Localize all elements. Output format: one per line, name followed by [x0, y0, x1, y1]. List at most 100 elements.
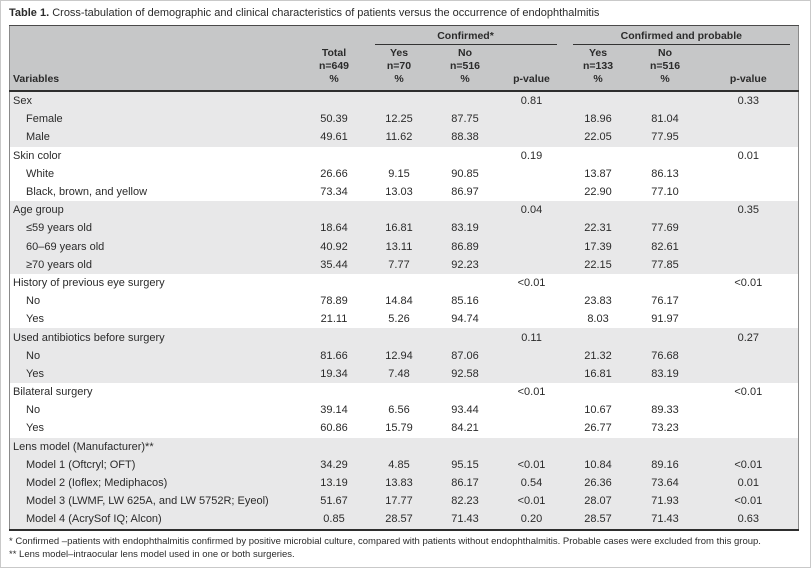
row-label: History of previous eye surgery — [13, 276, 165, 289]
cell: 90.85 — [451, 167, 479, 180]
cell: 13.11 — [366, 237, 432, 256]
cell — [698, 437, 799, 456]
cell: 86.89 — [431, 237, 499, 256]
cell: 89.16 — [631, 455, 699, 474]
table-row: 60–69 years old 40.92 13.11 86.89 17.39 82.61 — [9, 237, 799, 256]
cell: 92.23 — [431, 255, 499, 274]
cell: 6.56 — [388, 404, 410, 417]
cell: 87.75 — [431, 110, 499, 129]
spacer-cell — [9, 25, 302, 45]
table-row: Yes 60.86 15.79 84.21 26.77 73.23 — [10, 419, 799, 437]
cell — [366, 201, 432, 220]
table-row: Age group 0.04 0.35 — [9, 201, 799, 220]
cell — [366, 437, 432, 456]
cell: 81.66 — [301, 346, 367, 365]
cell — [366, 328, 432, 347]
cell: 71.43 — [631, 510, 699, 531]
cell — [698, 346, 799, 365]
cell: 85.16 — [451, 295, 479, 308]
cell: 0.19 — [520, 149, 543, 162]
cell: 51.67 — [301, 492, 367, 511]
cell: 34.29 — [301, 455, 367, 474]
cell — [699, 292, 799, 310]
table-row: Yes 19.34 7.48 92.58 16.81 83.19 — [9, 364, 799, 383]
row-label: Yes — [9, 364, 302, 383]
table-row: Model 4 (AcrySof IQ; Alcon) 0.85 28.57 71.4… — [9, 510, 799, 531]
cell: 76.68 — [631, 346, 699, 365]
cell: 12.94 — [366, 346, 432, 365]
row-label: Female — [9, 110, 302, 129]
table-row: Male 49.61 11.62 88.38 22.05 77.95 — [9, 128, 799, 147]
cell: 23.83 — [584, 295, 612, 308]
confirmed-group-label: Confirmed* — [437, 30, 494, 42]
cell: 0.63 — [698, 510, 799, 531]
cell: 60.86 — [320, 422, 348, 435]
cell — [367, 274, 432, 292]
cell: 84.21 — [451, 422, 479, 435]
cell: 10.67 — [584, 404, 612, 417]
cell — [631, 437, 699, 456]
cell: 10.84 — [564, 455, 632, 474]
cell: 50.39 — [301, 110, 367, 129]
cell: 0.01 — [698, 473, 799, 493]
cell — [699, 419, 799, 437]
row-label: Yes — [26, 422, 44, 435]
cell — [498, 110, 565, 129]
row-label: Sex — [9, 91, 302, 111]
cell: 86.13 — [651, 167, 679, 180]
cell: 86.97 — [451, 186, 479, 199]
cell — [632, 147, 699, 165]
table-row: No 81.66 12.94 87.06 21.32 76.68 — [9, 346, 799, 365]
cell: 0.04 — [498, 201, 565, 220]
cell — [498, 437, 565, 456]
cell — [565, 274, 632, 292]
cell — [499, 401, 565, 419]
cell: 0.35 — [698, 201, 799, 220]
cell: 35.44 — [301, 255, 367, 274]
table-row: Skin color 0.19 0.01 — [10, 147, 799, 165]
cell: 83.19 — [431, 219, 499, 238]
cell: 73.34 — [320, 186, 348, 199]
cell: 82.61 — [631, 237, 699, 256]
row-label: No — [26, 404, 41, 417]
table-row: Model 2 (Ioflex; Mediphacos) 13.19 13.83 86… — [9, 473, 799, 493]
cell — [431, 437, 499, 456]
table-row: Black, brown, and yellow 73.34 13.03 86.97 2… — [10, 183, 799, 201]
cell — [699, 401, 799, 419]
cell — [565, 383, 632, 401]
cell — [565, 147, 632, 165]
cell: 11.62 — [366, 128, 432, 147]
cell: 26.77 — [584, 422, 612, 435]
row-label: Age group — [9, 201, 302, 220]
cell — [564, 437, 632, 456]
cell: <0.01 — [698, 492, 799, 511]
cell: 28.57 — [564, 510, 632, 531]
cell: 7.77 — [366, 255, 432, 274]
confirmed-group-header: Confirmed* — [366, 25, 565, 45]
cell — [498, 346, 565, 365]
cell: 77.85 — [631, 255, 699, 274]
footnote-lens-model: ** Lens model–intraocular lens model use… — [9, 549, 295, 560]
cell: <0.01 — [517, 386, 546, 399]
cell — [366, 91, 432, 111]
table-row: Used antibiotics before surgery 0.11 0.27 — [9, 328, 799, 347]
cell: 86.17 — [431, 473, 499, 493]
cell — [564, 328, 632, 347]
cell: 18.96 — [564, 110, 632, 129]
cell: 17.77 — [366, 492, 432, 511]
cell: 13.87 — [584, 167, 612, 180]
cell: 88.38 — [431, 128, 499, 147]
cell — [301, 328, 367, 347]
cell: 13.19 — [301, 473, 367, 493]
cell — [498, 255, 565, 274]
row-label: 60–69 years old — [9, 237, 302, 256]
cell — [498, 219, 565, 238]
cell: <0.01 — [734, 276, 763, 289]
cell: 15.79 — [385, 422, 413, 435]
cell — [498, 128, 565, 147]
cell: 21.32 — [564, 346, 632, 365]
row-label: Skin color — [13, 149, 62, 162]
table-row: Sex 0.81 0.33 — [9, 91, 799, 111]
cell — [631, 201, 699, 220]
